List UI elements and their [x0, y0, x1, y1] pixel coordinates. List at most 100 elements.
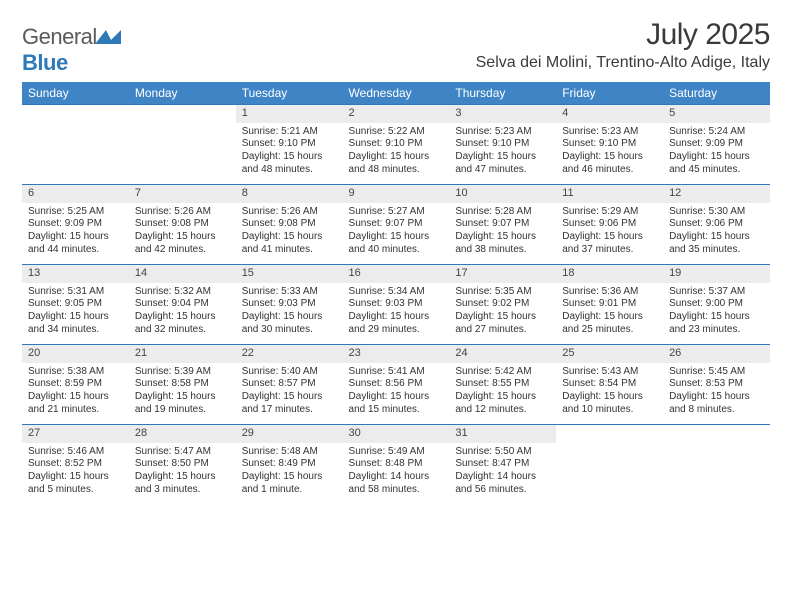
day-number-cell: 10 — [449, 185, 556, 203]
day-info-line: Sunset: 9:06 PM — [669, 218, 764, 231]
day-info-line: Daylight: 15 hours — [669, 151, 764, 164]
day-info-line: and 47 minutes. — [455, 164, 550, 177]
day-content-row: Sunrise: 5:38 AMSunset: 8:59 PMDaylight:… — [22, 363, 770, 425]
day-number-cell — [129, 105, 236, 123]
weekday-header: Monday — [129, 82, 236, 105]
day-info-line: and 40 minutes. — [349, 244, 444, 257]
day-info-line: Sunrise: 5:38 AM — [28, 366, 123, 379]
day-info-line: Daylight: 15 hours — [349, 231, 444, 244]
day-info-line: and 12 minutes. — [455, 404, 550, 417]
day-content-cell: Sunrise: 5:25 AMSunset: 9:09 PMDaylight:… — [22, 203, 129, 265]
day-info-line: and 10 minutes. — [562, 404, 657, 417]
day-number-cell: 7 — [129, 185, 236, 203]
day-info-line: and 48 minutes. — [242, 164, 337, 177]
day-number-cell: 31 — [449, 425, 556, 443]
page-title: July 2025 — [476, 18, 770, 52]
day-content-row: Sunrise: 5:31 AMSunset: 9:05 PMDaylight:… — [22, 283, 770, 345]
day-content-cell: Sunrise: 5:26 AMSunset: 9:08 PMDaylight:… — [236, 203, 343, 265]
day-content-row: Sunrise: 5:25 AMSunset: 9:09 PMDaylight:… — [22, 203, 770, 265]
day-number-cell: 13 — [22, 265, 129, 283]
day-info-line: Daylight: 15 hours — [28, 311, 123, 324]
day-info-line: and 8 minutes. — [669, 404, 764, 417]
day-info-line: Sunset: 9:08 PM — [242, 218, 337, 231]
day-info-line: and 38 minutes. — [455, 244, 550, 257]
day-info-line: Sunset: 9:04 PM — [135, 298, 230, 311]
day-info-line: Sunset: 8:49 PM — [242, 458, 337, 471]
day-info-line: Sunrise: 5:29 AM — [562, 206, 657, 219]
logo-word1: General — [22, 24, 97, 49]
day-info-line: Sunrise: 5:26 AM — [242, 206, 337, 219]
day-info-line: Daylight: 15 hours — [349, 151, 444, 164]
logo-word2: Blue — [22, 50, 68, 75]
day-info-line: Daylight: 15 hours — [455, 231, 550, 244]
day-info-line: Sunset: 8:54 PM — [562, 378, 657, 391]
day-info-line: and 27 minutes. — [455, 324, 550, 337]
day-info-line: and 21 minutes. — [28, 404, 123, 417]
day-info-line: Sunrise: 5:26 AM — [135, 206, 230, 219]
day-info-line: Daylight: 15 hours — [562, 311, 657, 324]
day-content-cell — [663, 443, 770, 505]
day-info-line: Sunset: 9:07 PM — [349, 218, 444, 231]
day-content-cell: Sunrise: 5:23 AMSunset: 9:10 PMDaylight:… — [449, 123, 556, 185]
day-info-line: Sunrise: 5:28 AM — [455, 206, 550, 219]
day-number-cell — [663, 425, 770, 443]
day-number-cell: 1 — [236, 105, 343, 123]
day-info-line: Sunset: 9:10 PM — [349, 138, 444, 151]
day-info-line: Sunrise: 5:40 AM — [242, 366, 337, 379]
day-info-line: Daylight: 14 hours — [455, 471, 550, 484]
day-info-line: Sunrise: 5:36 AM — [562, 286, 657, 299]
day-info-line: Sunset: 9:09 PM — [28, 218, 123, 231]
day-content-cell: Sunrise: 5:36 AMSunset: 9:01 PMDaylight:… — [556, 283, 663, 345]
day-content-cell: Sunrise: 5:33 AMSunset: 9:03 PMDaylight:… — [236, 283, 343, 345]
day-number-cell: 30 — [343, 425, 450, 443]
day-number-cell: 18 — [556, 265, 663, 283]
day-info-line: Sunrise: 5:27 AM — [349, 206, 444, 219]
day-info-line: Sunset: 9:08 PM — [135, 218, 230, 231]
day-number-cell: 26 — [663, 345, 770, 363]
day-number-cell: 24 — [449, 345, 556, 363]
day-number-cell: 19 — [663, 265, 770, 283]
weekday-header: Thursday — [449, 82, 556, 105]
day-number-cell: 15 — [236, 265, 343, 283]
day-content-cell: Sunrise: 5:29 AMSunset: 9:06 PMDaylight:… — [556, 203, 663, 265]
day-info-line: Sunrise: 5:49 AM — [349, 446, 444, 459]
day-info-line: Daylight: 15 hours — [242, 471, 337, 484]
day-number-cell: 21 — [129, 345, 236, 363]
day-info-line: Sunset: 8:53 PM — [669, 378, 764, 391]
day-content-cell: Sunrise: 5:32 AMSunset: 9:04 PMDaylight:… — [129, 283, 236, 345]
day-info-line: and 32 minutes. — [135, 324, 230, 337]
day-content-cell: Sunrise: 5:45 AMSunset: 8:53 PMDaylight:… — [663, 363, 770, 425]
day-content-cell: Sunrise: 5:46 AMSunset: 8:52 PMDaylight:… — [22, 443, 129, 505]
day-number-cell: 8 — [236, 185, 343, 203]
day-number-row: 12345 — [22, 105, 770, 123]
day-info-line: and 29 minutes. — [349, 324, 444, 337]
day-number-cell: 9 — [343, 185, 450, 203]
logo-text: General Blue — [22, 24, 121, 76]
day-info-line: Daylight: 15 hours — [455, 391, 550, 404]
day-info-line: and 58 minutes. — [349, 484, 444, 497]
day-info-line: Daylight: 14 hours — [349, 471, 444, 484]
day-info-line: and 5 minutes. — [28, 484, 123, 497]
day-content-cell: Sunrise: 5:41 AMSunset: 8:56 PMDaylight:… — [343, 363, 450, 425]
day-number-cell: 17 — [449, 265, 556, 283]
day-number-cell: 22 — [236, 345, 343, 363]
day-number-row: 13141516171819 — [22, 265, 770, 283]
day-info-line: and 1 minute. — [242, 484, 337, 497]
header: General Blue July 2025 Selva dei Molini,… — [22, 18, 770, 76]
day-content-cell: Sunrise: 5:48 AMSunset: 8:49 PMDaylight:… — [236, 443, 343, 505]
day-info-line: Sunset: 9:03 PM — [242, 298, 337, 311]
day-info-line: Sunset: 8:55 PM — [455, 378, 550, 391]
day-info-line: Daylight: 15 hours — [669, 391, 764, 404]
day-content-cell: Sunrise: 5:30 AMSunset: 9:06 PMDaylight:… — [663, 203, 770, 265]
day-info-line: and 48 minutes. — [349, 164, 444, 177]
day-info-line: Daylight: 15 hours — [455, 151, 550, 164]
day-info-line: Sunset: 9:05 PM — [28, 298, 123, 311]
day-info-line: Daylight: 15 hours — [562, 231, 657, 244]
day-info-line: Sunset: 8:48 PM — [349, 458, 444, 471]
day-info-line: and 19 minutes. — [135, 404, 230, 417]
day-info-line: and 41 minutes. — [242, 244, 337, 257]
day-info-line: and 30 minutes. — [242, 324, 337, 337]
title-block: July 2025 Selva dei Molini, Trentino-Alt… — [476, 18, 770, 72]
day-info-line: Sunrise: 5:35 AM — [455, 286, 550, 299]
day-number-cell: 23 — [343, 345, 450, 363]
